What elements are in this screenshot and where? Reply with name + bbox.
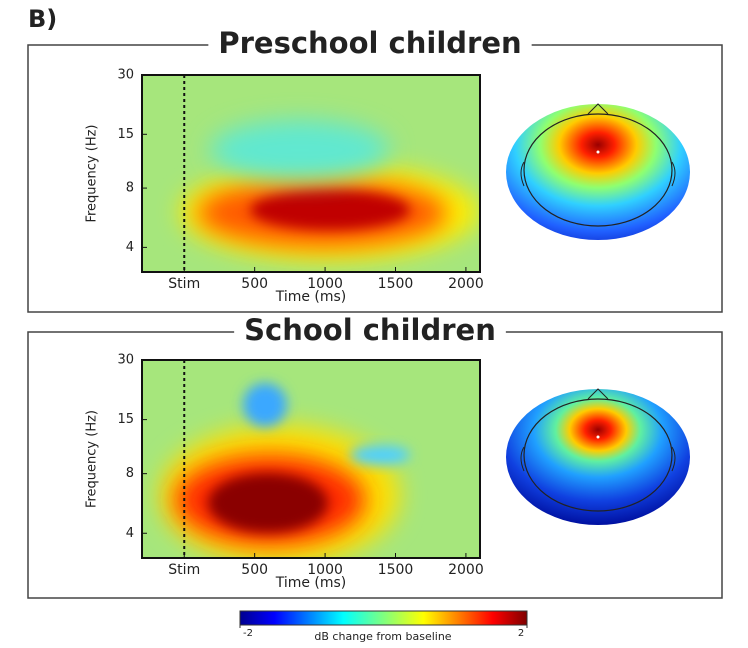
heatmap bbox=[142, 75, 480, 272]
y-tick-label: 15 bbox=[117, 127, 134, 142]
heatmap-blob bbox=[350, 445, 410, 465]
heatmap-blob bbox=[210, 120, 390, 180]
y-axis-label: Frequency (Hz) bbox=[85, 410, 100, 508]
heatmap-blob bbox=[243, 383, 287, 427]
colorbar bbox=[240, 611, 527, 625]
y-tick-label: 8 bbox=[126, 181, 134, 196]
x-tick-label: 2000 bbox=[448, 562, 484, 578]
topoplot bbox=[506, 104, 690, 240]
topoplot bbox=[506, 389, 690, 525]
panel-label: B) bbox=[28, 5, 57, 33]
x-axis-label: Time (ms) bbox=[275, 289, 347, 305]
x-tick-label: 1500 bbox=[378, 562, 414, 578]
x-tick-label: 500 bbox=[241, 276, 268, 292]
electrode bbox=[597, 436, 600, 439]
x-tick-label: 2000 bbox=[448, 276, 484, 292]
y-tick-label: 15 bbox=[117, 412, 134, 427]
panel-title: School children bbox=[244, 313, 496, 347]
heatmap-blob bbox=[208, 473, 328, 533]
x-tick-label: 1500 bbox=[378, 276, 414, 292]
y-axis-label: Frequency (Hz) bbox=[85, 124, 100, 222]
colorbar-tick-label: -2 bbox=[243, 628, 253, 639]
figure: B) Preschool childrenStim500100015002000… bbox=[0, 0, 748, 648]
heatmap-blob bbox=[250, 190, 410, 230]
x-axis-label: Time (ms) bbox=[275, 575, 347, 591]
panel-title: Preschool children bbox=[218, 26, 521, 60]
y-tick-label: 30 bbox=[117, 353, 134, 368]
y-tick-label: 4 bbox=[126, 240, 134, 255]
heatmap bbox=[142, 360, 480, 565]
y-tick-label: 4 bbox=[126, 526, 134, 541]
y-tick-label: 8 bbox=[126, 466, 134, 481]
colorbar-label: dB change from baseline bbox=[314, 630, 451, 643]
x-tick-label: 500 bbox=[241, 562, 268, 578]
colorbar-tick-label: 2 bbox=[518, 628, 524, 639]
electrode bbox=[597, 151, 600, 154]
x-tick-label: Stim bbox=[168, 276, 200, 292]
y-tick-label: 30 bbox=[117, 68, 134, 83]
x-tick-label: Stim bbox=[168, 562, 200, 578]
